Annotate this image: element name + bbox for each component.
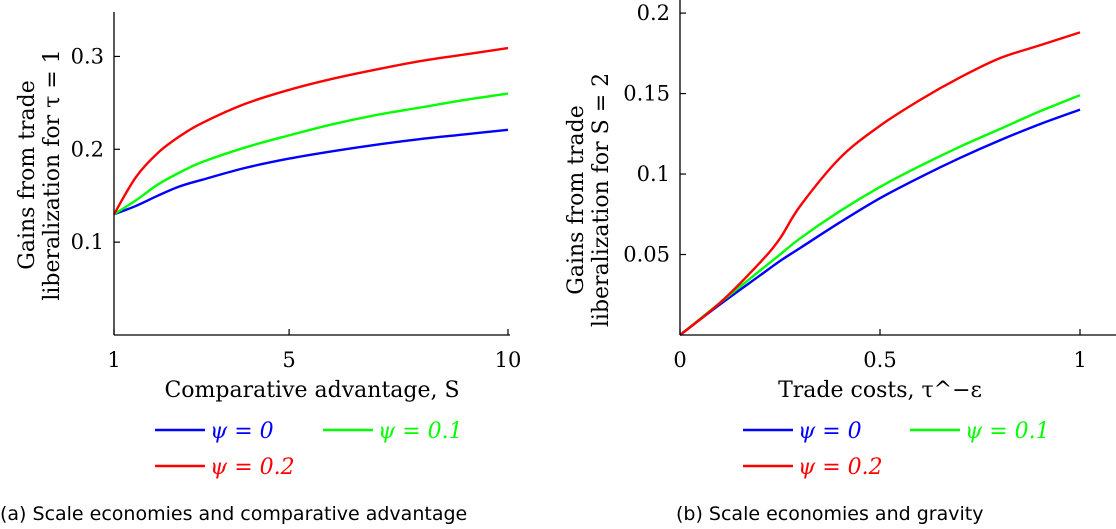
panel-a-legend-label-0: ψ = 0 — [210, 419, 274, 444]
panel-b-series-line-0 — [679, 108, 1081, 336]
panel-a-xtick-label: 1 — [107, 348, 120, 372]
panel-a-ticks: 1 5 10 0.1 0.2 0.3 — [71, 44, 522, 372]
panel-b: 0 0.5 1 0.05 0.1 0.15 0.2 Gains from trade lib… — [564, 0, 1116, 525]
panel-a-ytick-label: 0.3 — [71, 44, 104, 68]
panel-b-caption: (b) Scale economies and gravity — [676, 503, 983, 525]
panel-b-ytick-label: 0.1 — [637, 162, 670, 186]
panel-a-series — [112, 46, 509, 216]
panel-a-legend: ψ = 0 ψ = 0.1 ψ = 0.2 — [155, 419, 463, 480]
panel-b-ytick-label: 0.15 — [623, 82, 670, 106]
panel-b-series — [679, 31, 1081, 336]
panel-b-xlabel: Trade costs, τ^−ε — [778, 378, 982, 403]
panel-a-xtick-label: 10 — [495, 348, 522, 372]
panel-a-xtick-label: 5 — [282, 348, 295, 372]
panel-a-xlabel: Comparative advantage, S — [164, 378, 459, 403]
panel-b-ticks: 0 0.5 1 0.05 0.1 0.15 0.2 — [623, 1, 1086, 372]
panel-a-series-line-1 — [113, 92, 509, 216]
panel-b-legend-label-0: ψ = 0 — [798, 419, 862, 444]
panel-a-ytick-label: 0.1 — [71, 230, 104, 254]
panel-b-series-line-1 — [679, 94, 1081, 336]
panel-b-legend-label-1: ψ = 0.1 — [965, 419, 1050, 444]
panel-a-legend-label-1: ψ = 0.1 — [378, 419, 463, 444]
panel-b-ylabel-line2: liberalization for S = 2 — [589, 73, 614, 327]
panel-a-caption: (a) Scale economies and comparative adva… — [0, 503, 467, 525]
panel-b-xtick-label: 1 — [1073, 348, 1086, 372]
panel-a-ytick-label: 0.2 — [71, 137, 104, 161]
panel-b-legend: ψ = 0 ψ = 0.1 ψ = 0.2 — [743, 419, 1050, 480]
panel-b-ytick-label: 0.05 — [623, 243, 670, 267]
panel-a-series-line-0 — [113, 128, 509, 216]
panel-b-legend-label-2: ψ = 0.2 — [798, 455, 883, 480]
panel-b-xtick-label: 0 — [673, 348, 686, 372]
panel-a-ylabel-line2: liberalization for τ = 1 — [40, 49, 65, 300]
panel-b-ytick-label: 0.2 — [637, 1, 670, 25]
panel-b-series-line-2 — [679, 31, 1081, 336]
panel-a-ylabel-line1: Gains from trade — [15, 80, 40, 270]
panel-b-xtick-label: 0.5 — [863, 348, 896, 372]
panel-a-legend-label-2: ψ = 0.2 — [210, 455, 295, 480]
panel-a: 1 5 10 0.1 0.2 0.3 Gains from trade liberaliz… — [0, 12, 521, 525]
panel-a-series-line-2 — [112, 46, 509, 215]
panel-b-ylabel-line1: Gains from trade — [564, 105, 589, 295]
